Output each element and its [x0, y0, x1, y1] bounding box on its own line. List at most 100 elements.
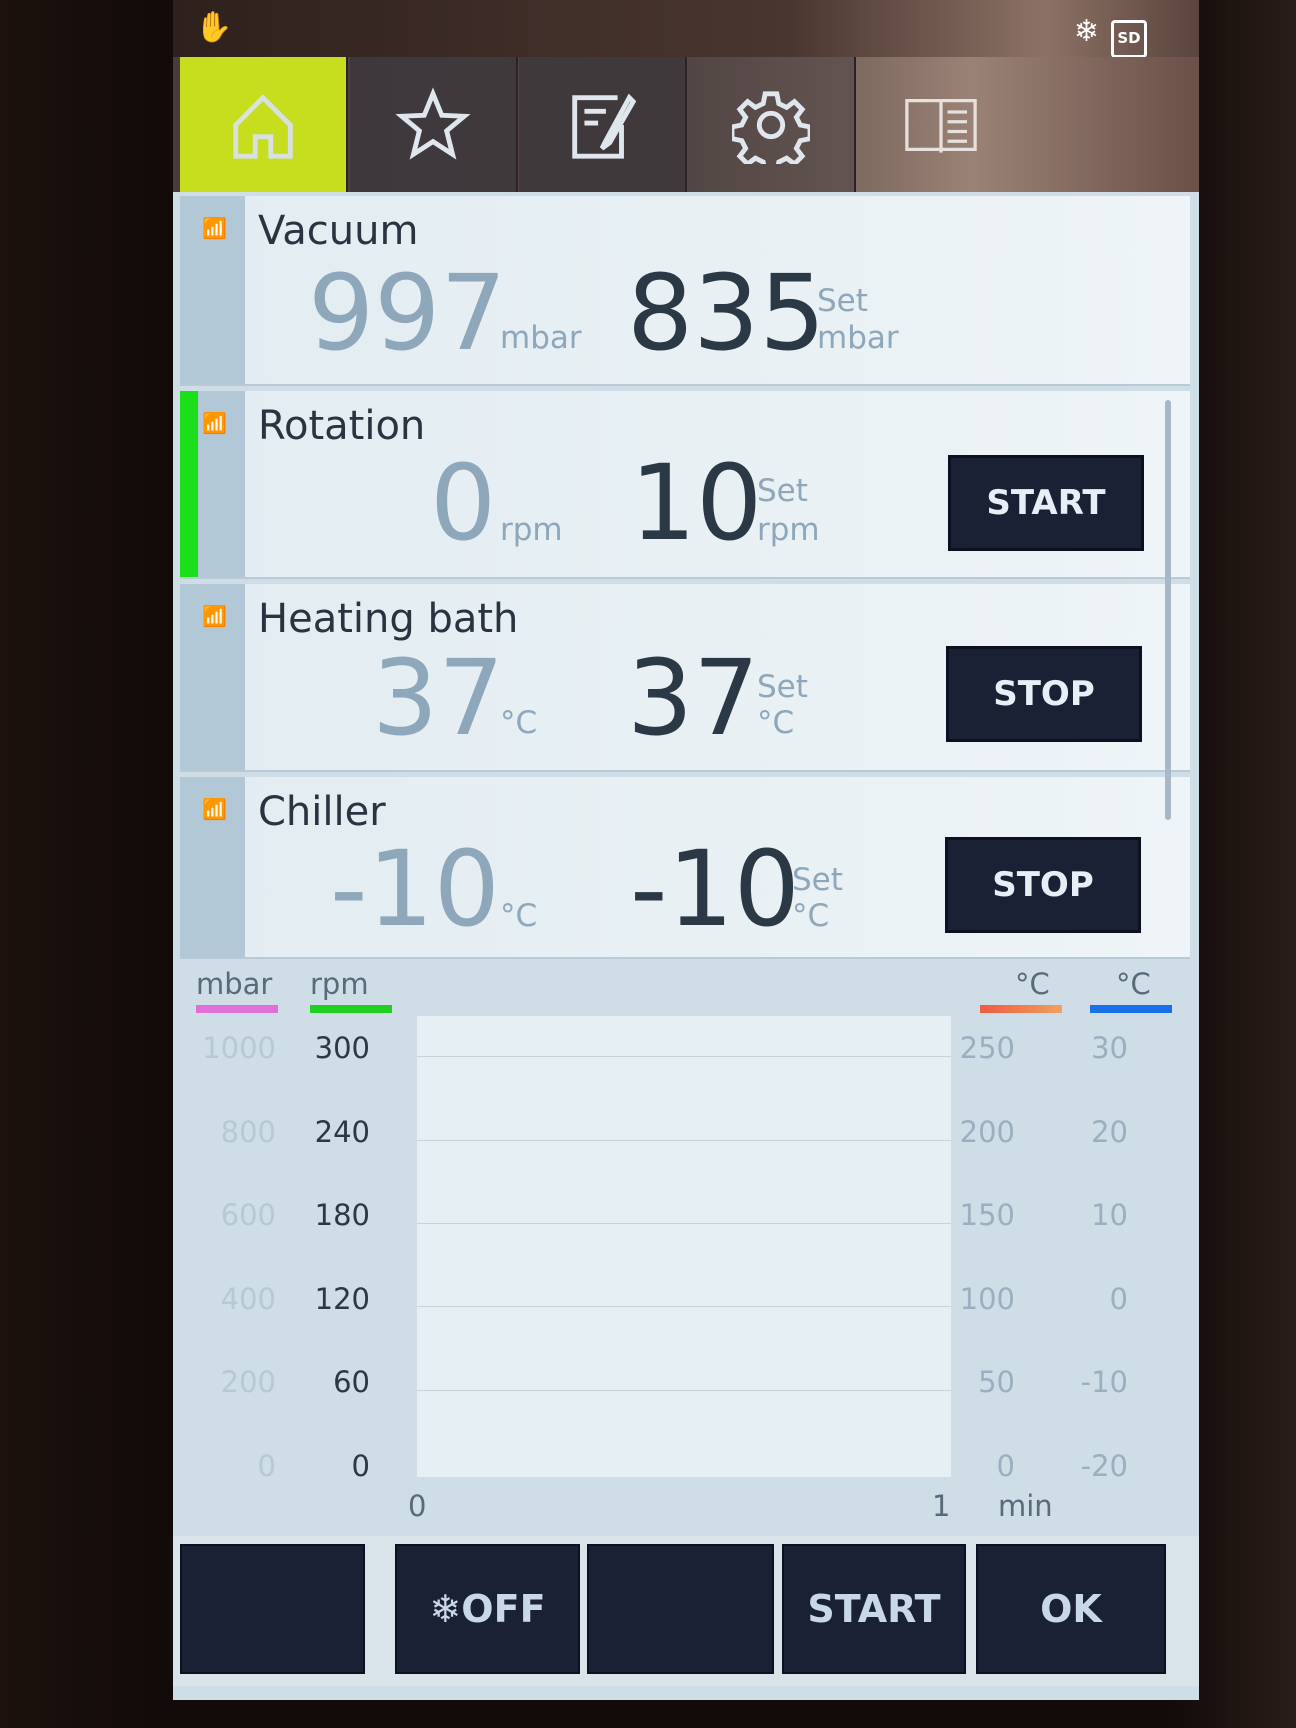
rotation-set-unit: rpm — [757, 512, 820, 548]
chiller-legend-bar — [1090, 1005, 1172, 1013]
chiller-title: Chiller — [258, 789, 386, 835]
axis-0-tick: 600 — [220, 1198, 276, 1232]
softkey-3[interactable] — [587, 1544, 774, 1674]
rpm-legend-bar — [310, 1005, 392, 1013]
axis-3-tick: 0 — [1109, 1281, 1128, 1316]
vacuum-title: Vacuum — [258, 208, 419, 254]
chiller-set-label: Set — [792, 862, 843, 898]
tab-favorites[interactable] — [350, 57, 518, 192]
rotation-actual: 0 — [430, 442, 497, 564]
chart-icon: 📶 — [202, 604, 227, 628]
vacuum-set-label: Set — [817, 283, 868, 319]
axis-0-tick: 1000 — [202, 1031, 276, 1065]
axis-2-tick: 200 — [959, 1114, 1015, 1149]
axis-1-tick: 0 — [351, 1448, 370, 1483]
tab-home[interactable] — [180, 57, 348, 192]
chiller-actual: -10 — [330, 828, 500, 950]
vacuum-setpoint[interactable]: 835 — [627, 252, 826, 374]
ok-button[interactable]: OK — [976, 1544, 1166, 1674]
nav-tabs — [173, 57, 1199, 192]
rpm-axis-unit: rpm — [310, 967, 369, 1001]
axis-3-tick: 20 — [1091, 1114, 1128, 1149]
vacuum-set-unit: mbar — [817, 320, 899, 356]
chiller-panel[interactable]: 📶 Chiller -10 °C -10 Set °C STOP — [180, 777, 1190, 959]
chiller-off-button[interactable]: ❄OFF — [395, 1544, 580, 1674]
heating-set-label: Set — [757, 669, 808, 705]
start-button[interactable]: START — [782, 1544, 966, 1674]
axis-3-tick: 30 — [1091, 1031, 1128, 1065]
axis-2-tick: 50 — [978, 1365, 1015, 1399]
axis-0-tick: 400 — [220, 1281, 276, 1316]
star-icon — [395, 86, 471, 160]
axis-3-tick: -10 — [1080, 1365, 1128, 1399]
chiller-set-unit: °C — [792, 898, 830, 934]
axis-3-tick: -20 — [1080, 1448, 1128, 1483]
panel-stripe — [180, 584, 245, 770]
gridline — [417, 1223, 951, 1224]
axis-0-tick: 800 — [220, 1114, 276, 1149]
chart-icon: 📶 — [202, 797, 227, 821]
axis-1-tick: 180 — [314, 1198, 370, 1232]
heating-title: Heating bath — [258, 596, 519, 642]
axis-1-tick: 240 — [314, 1114, 370, 1149]
hand-icon: ✋ — [195, 10, 233, 45]
chart-icon: 📶 — [202, 216, 227, 240]
gear-icon — [732, 90, 810, 164]
panel-stripe — [180, 777, 245, 957]
chiller-stop-button[interactable]: STOP — [945, 837, 1141, 933]
gridline — [417, 1306, 951, 1307]
chiller-actual-unit: °C — [500, 898, 538, 934]
rotation-panel[interactable]: 📶 Rotation 0 rpm 10 Set rpm START — [180, 391, 1190, 579]
vacuum-actual: 997 — [308, 252, 507, 374]
heating-legend-bar — [980, 1005, 1062, 1013]
x-axis-unit: min — [998, 1489, 1053, 1523]
rotation-setpoint[interactable]: 10 — [630, 442, 763, 564]
x-tick-1: 1 — [932, 1489, 951, 1523]
vacuum-actual-unit: mbar — [500, 320, 582, 356]
chiller-setpoint[interactable]: -10 — [630, 828, 800, 950]
tab-manual[interactable] — [857, 57, 1025, 192]
x-tick-0: 0 — [408, 1489, 427, 1523]
heating-set-unit: °C — [757, 705, 795, 741]
axis-3-tick: 10 — [1091, 1198, 1128, 1232]
heating-bath-panel[interactable]: 📶 Heating bath 37 °C 37 Set °C STOP — [180, 584, 1190, 772]
plot-area — [417, 1016, 951, 1477]
rotation-start-button[interactable]: START — [948, 455, 1144, 551]
panel-scrollbar[interactable] — [1165, 400, 1171, 820]
status-bar: ✋ ❄ SD — [173, 0, 1199, 58]
tab-settings[interactable] — [688, 57, 856, 192]
axis-0-tick: 200 — [220, 1365, 276, 1399]
rotation-actual-unit: rpm — [500, 512, 563, 548]
vacuum-panel[interactable]: 📶 Vacuum 997 mbar 835 Set mbar — [180, 196, 1190, 386]
gridline — [417, 1056, 951, 1057]
axis-2-tick: 100 — [959, 1281, 1015, 1316]
snowflake-icon: ❄ — [1073, 14, 1099, 49]
axis-2-tick: 250 — [959, 1031, 1015, 1065]
heating-setpoint[interactable]: 37 — [627, 637, 760, 759]
mbar-legend-bar — [196, 1005, 278, 1013]
heating-actual: 37 — [372, 637, 505, 759]
chart-icon: 📶 — [202, 411, 227, 435]
gridline — [417, 1140, 951, 1141]
trend-chart: mbar rpm °C °C 1000 800 600 400 200 0 300 240 18… — [180, 959, 1180, 1534]
chiller-axis-unit: °C — [1116, 967, 1151, 1001]
panel-stripe — [180, 196, 245, 384]
gridline — [417, 1390, 951, 1391]
mbar-axis-unit: mbar — [196, 967, 273, 1001]
rotation-title: Rotation — [258, 403, 426, 449]
axis-0-tick: 0 — [257, 1448, 276, 1483]
book-icon — [905, 98, 977, 153]
axis-1-tick: 300 — [314, 1031, 370, 1065]
home-icon — [233, 93, 293, 159]
axis-2-tick: 150 — [959, 1198, 1015, 1232]
heating-stop-button[interactable]: STOP — [946, 646, 1142, 742]
rotation-set-label: Set — [757, 473, 808, 509]
edit-notes-icon — [572, 93, 637, 159]
axis-1-tick: 120 — [314, 1281, 370, 1316]
heating-axis-unit: °C — [1015, 967, 1050, 1001]
bottom-toolbar: ❄OFF START OK — [173, 1536, 1199, 1686]
axis-1-tick: 60 — [333, 1365, 370, 1399]
softkey-1[interactable] — [180, 1544, 365, 1674]
rotation-active-indicator — [180, 391, 198, 577]
tab-edit[interactable] — [519, 57, 687, 192]
